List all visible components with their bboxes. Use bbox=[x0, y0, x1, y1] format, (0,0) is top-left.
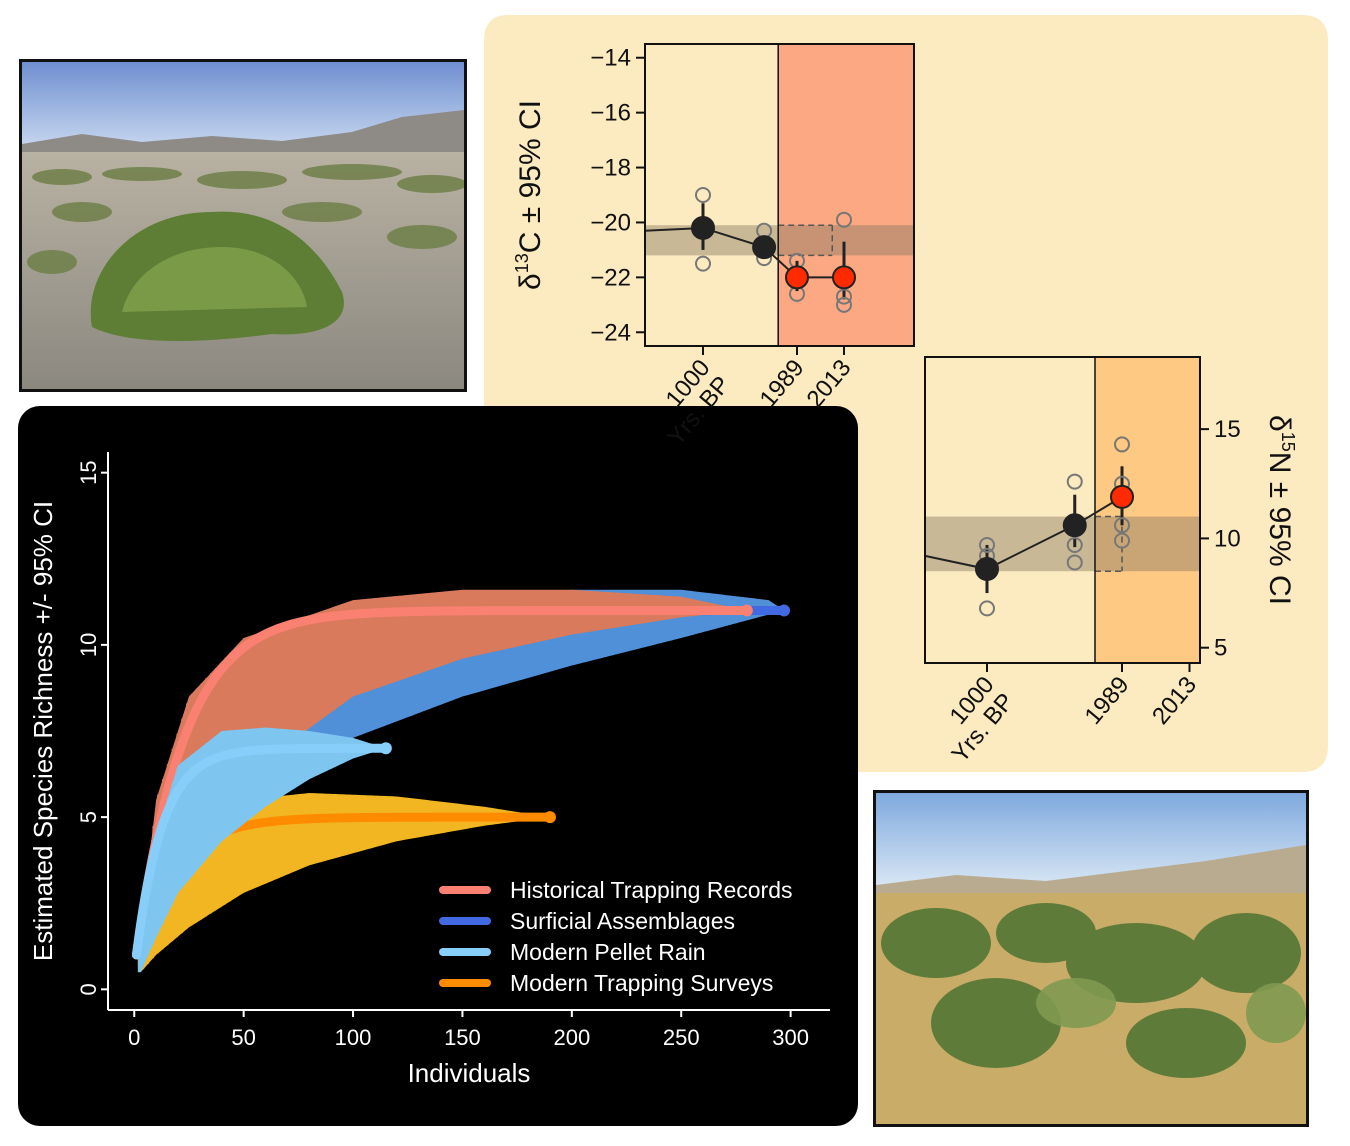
y-tick-label: −22 bbox=[590, 264, 631, 291]
raw-sample-point bbox=[836, 288, 852, 305]
legend: Historical Trapping Records Surficial Ass… bbox=[439, 877, 793, 996]
y-axis-label-text: C ± 95% CI bbox=[514, 100, 547, 253]
y-axis-label-text: N ± 95% CI bbox=[1263, 452, 1296, 605]
x-tick-label: 100 bbox=[335, 1025, 372, 1050]
raw-sample-point bbox=[695, 255, 711, 272]
y-axis-label: δ13C ± 95% CI bbox=[512, 100, 547, 290]
mean-point bbox=[752, 235, 777, 260]
y-tick-label: 10 bbox=[1214, 525, 1241, 552]
ci-ribbon bbox=[138, 589, 747, 966]
x-tick-label: 250 bbox=[663, 1025, 700, 1050]
x-tick-label: 150 bbox=[444, 1025, 481, 1050]
baseline-ci-band bbox=[925, 516, 1200, 572]
endpoint-marker bbox=[543, 811, 556, 824]
raw-sample-point bbox=[1114, 532, 1130, 549]
x-axis-label: Individuals bbox=[408, 1058, 531, 1088]
series-modern-pellet-rain bbox=[131, 727, 392, 973]
ci-ribbon bbox=[138, 793, 550, 973]
y-axis-label: δ15N ± 95% CI bbox=[1263, 415, 1298, 605]
raw-sample-point bbox=[1114, 517, 1130, 534]
mean-point bbox=[691, 215, 715, 240]
modern-period-shade bbox=[1095, 357, 1200, 663]
y-tick-label: −24 bbox=[590, 319, 631, 346]
mean-point bbox=[1062, 513, 1087, 538]
plot-frame bbox=[924, 356, 1201, 664]
photo-desert-landscape bbox=[19, 59, 467, 392]
raw-sample-point bbox=[979, 536, 995, 553]
y-axis-label-superscript: 13 bbox=[512, 253, 532, 273]
raw-sample-point bbox=[1066, 473, 1083, 490]
raw-sample-point bbox=[836, 211, 852, 228]
y-axis-label-symbol: δ bbox=[514, 273, 547, 290]
x-tick-label: 300 bbox=[772, 1025, 809, 1050]
y-tick-label: 5 bbox=[1214, 635, 1227, 662]
mean-point bbox=[785, 265, 809, 290]
legend-label: Surficial Assemblages bbox=[510, 908, 735, 934]
y-axis-label: Estimated Species Richness +/- 95% CI bbox=[28, 501, 58, 961]
grassland-image bbox=[876, 793, 1306, 1124]
y-tick-label: 15 bbox=[76, 460, 101, 484]
endpoint-marker bbox=[778, 604, 791, 617]
legend-label: Modern Trapping Surveys bbox=[510, 970, 773, 996]
y-tick-label: −16 bbox=[590, 100, 631, 127]
ci-ribbon bbox=[138, 727, 386, 973]
y-tick-label: 15 bbox=[1214, 416, 1241, 443]
y-tick-label: 5 bbox=[76, 811, 101, 823]
raw-sample-point bbox=[836, 296, 852, 313]
y-tick-label: 0 bbox=[76, 983, 101, 995]
endpoint-marker bbox=[740, 604, 753, 617]
y-tick-label: −20 bbox=[590, 209, 631, 236]
raw-sample-point bbox=[979, 600, 995, 617]
legend-label: Modern Pellet Rain bbox=[510, 939, 706, 965]
mean-point bbox=[832, 265, 856, 290]
mean-point bbox=[1110, 484, 1134, 509]
mean-point bbox=[975, 557, 999, 582]
raw-sample-point bbox=[1066, 536, 1083, 553]
y-axis-label-superscript: 15 bbox=[1278, 432, 1298, 452]
raw-sample-point bbox=[1114, 436, 1130, 453]
y-tick-label: −18 bbox=[590, 155, 631, 182]
endpoint-marker bbox=[379, 742, 392, 755]
y-tick-label: −14 bbox=[590, 45, 631, 72]
rarefaction-panel bbox=[18, 406, 858, 1126]
y-axis-label-symbol: δ bbox=[1263, 415, 1296, 432]
photo-grassland bbox=[873, 790, 1309, 1127]
desert-landscape-image bbox=[22, 62, 464, 389]
mean-curve bbox=[131, 605, 752, 960]
x-tick-label: 50 bbox=[231, 1025, 255, 1050]
mean-curve bbox=[131, 743, 391, 960]
plot-frame bbox=[644, 43, 915, 347]
x-tick-label: 200 bbox=[553, 1025, 590, 1050]
mean-trend-line bbox=[924, 496, 1123, 571]
raw-sample-point bbox=[1066, 554, 1083, 571]
baseline-ci-band bbox=[645, 225, 914, 256]
x-tick-label: 0 bbox=[128, 1025, 140, 1050]
modern-period-shade bbox=[778, 44, 914, 346]
y-tick-label: 10 bbox=[76, 633, 101, 657]
legend-label: Historical Trapping Records bbox=[510, 877, 793, 903]
raw-sample-point bbox=[695, 187, 711, 203]
